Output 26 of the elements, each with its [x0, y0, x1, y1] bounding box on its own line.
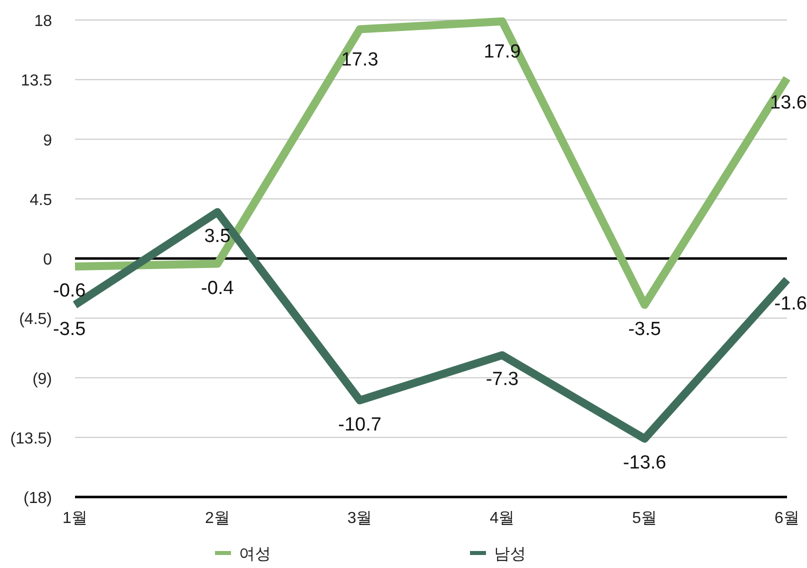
y-tick-label: 0 [43, 252, 52, 268]
x-tick-label: 4월 [490, 510, 515, 527]
x-tick-label: 2월 [204, 510, 230, 527]
data-label: -3.5 [53, 318, 86, 340]
legend-label: 여성 [239, 546, 271, 563]
data-label: 3.5 [204, 226, 231, 248]
y-tick-label: (9) [32, 370, 52, 388]
y-tick-label: 4.5 [30, 192, 52, 209]
data-label: -13.6 [622, 452, 666, 474]
x-tick-label: 3월 [347, 510, 372, 527]
legend-label: 남성 [494, 546, 526, 563]
x-tick-label: 6월 [774, 510, 800, 527]
data-label: -0.6 [53, 280, 86, 302]
data-label: -0.4 [201, 278, 234, 299]
data-label: -1.6 [774, 294, 807, 315]
x-tick-label: 5월 [632, 510, 658, 527]
y-tick-label: 18 [34, 13, 52, 30]
data-label: -3.5 [628, 318, 661, 340]
y-tick-label: 13.5 [20, 72, 52, 90]
y-tick-label: (13.5) [10, 430, 52, 448]
data-label: -10.7 [338, 414, 382, 436]
data-label: -7.3 [486, 369, 519, 390]
y-tick-label: 9 [43, 132, 52, 150]
y-tick-label: (4.5) [19, 311, 52, 328]
x-tick-label: 1월 [62, 510, 88, 527]
y-tick-label: (18) [24, 490, 52, 507]
